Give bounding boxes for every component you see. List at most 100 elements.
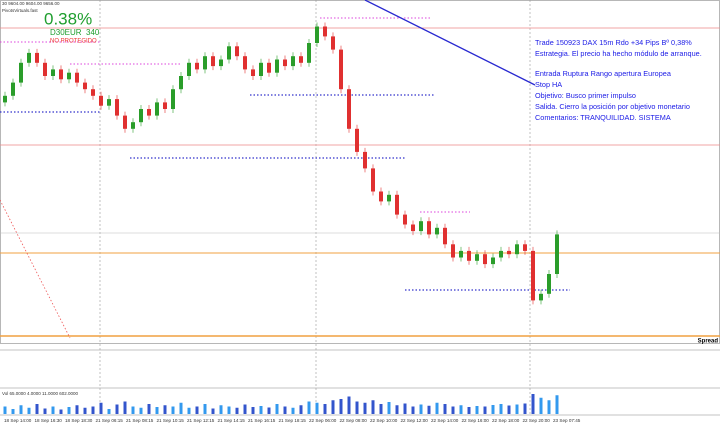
- volume-bar: [43, 408, 47, 414]
- candle: [315, 26, 319, 43]
- volume-bar: [411, 406, 415, 414]
- time-label: 22 Sep 18:00: [492, 418, 520, 423]
- time-label: 21 Sep 08:15: [126, 418, 154, 423]
- volume-bar: [243, 404, 247, 414]
- candle: [515, 244, 519, 255]
- volume-bar: [187, 407, 191, 414]
- candle: [483, 254, 487, 265]
- time-label: 21 Sep 14:15: [218, 418, 246, 423]
- note: Comentarios: TRANQUILIDAD. SISTEMA: [535, 113, 671, 122]
- volume-bar: [179, 402, 183, 414]
- candle: [83, 82, 87, 90]
- volume-bar: [35, 404, 39, 414]
- candle: [339, 49, 343, 90]
- candle: [179, 76, 183, 90]
- candle: [11, 82, 15, 96]
- candle: [211, 56, 215, 67]
- volume-header: Vol 65.0000 4.0000 11.0000 602.0000: [2, 391, 78, 396]
- candle: [227, 46, 231, 60]
- volume-bar: [3, 406, 7, 414]
- status: NO PROTEGIDO: [50, 39, 97, 45]
- session-lines: [99, 0, 531, 415]
- volume-bar: [147, 404, 151, 414]
- candle: [283, 59, 287, 67]
- volume-bar: [499, 404, 503, 414]
- candle: [427, 221, 431, 235]
- symbol: D30EUR: [50, 28, 82, 37]
- time-label: 21 Sep 12:15: [187, 418, 215, 423]
- time-label: 22 Sep 20:00: [523, 418, 551, 423]
- candle: [307, 43, 311, 63]
- volume-bar: [539, 397, 543, 414]
- time-label: 18 Sep 18:30: [65, 418, 93, 423]
- volume-bar: [427, 405, 431, 414]
- candle: [331, 36, 335, 50]
- volume-bar: [299, 405, 303, 414]
- candle: [75, 72, 79, 83]
- volume-bar: [155, 407, 159, 414]
- candle: [419, 221, 423, 232]
- candle: [195, 62, 199, 70]
- volume-bar: [475, 406, 479, 414]
- candle: [203, 56, 207, 70]
- volume-bar: [219, 405, 223, 414]
- candle: [243, 56, 247, 70]
- candle: [491, 257, 495, 265]
- volume-bar: [51, 406, 55, 414]
- candle: [35, 52, 39, 63]
- volume-bar: [107, 409, 111, 414]
- volume-bar: [267, 407, 271, 414]
- volume-bar: [283, 406, 287, 414]
- volume-bar: [419, 404, 423, 414]
- volume-bar: [123, 401, 127, 414]
- candle: [187, 62, 191, 76]
- candle: [291, 56, 295, 67]
- volume-bar: [347, 396, 351, 414]
- volume-bar: [363, 402, 367, 414]
- candle: [139, 109, 143, 123]
- candle: [59, 69, 63, 80]
- candle: [251, 69, 255, 76]
- candle: [435, 227, 439, 235]
- volume-bar: [339, 399, 343, 414]
- volume-bar: [403, 403, 407, 414]
- ohlc-header: 30 9604.00 9604.00 9656.00: [2, 1, 60, 6]
- volume-bar: [259, 406, 263, 414]
- candle: [267, 62, 271, 73]
- time-label: 21 Sep 06:15: [96, 418, 124, 423]
- candle: [299, 56, 303, 63]
- volume-bar: [99, 402, 103, 414]
- volume-bar: [331, 400, 335, 414]
- volume-bar: [451, 406, 455, 414]
- time-labels: 18 Sep 14:00 18 Sep 16:30 18 Sep 18:30 21 S…: [4, 418, 581, 423]
- candle: [147, 109, 151, 116]
- volume-bar: [371, 400, 375, 414]
- volume-bar: [195, 406, 199, 414]
- candle: [259, 62, 263, 76]
- volume-bar: [19, 405, 23, 414]
- points: 340: [86, 28, 100, 37]
- volume-bar: [91, 406, 95, 414]
- time-label: 21 Sep 18:15: [279, 418, 307, 423]
- volume-bar: [459, 405, 463, 414]
- candle: [531, 250, 535, 301]
- candle: [379, 191, 383, 202]
- candles: [3, 22, 559, 305]
- candle: [123, 115, 127, 129]
- candle: [323, 26, 327, 37]
- note: Estrategia. El precio ha hecho módulo de…: [535, 49, 702, 58]
- volume-bar: [235, 407, 239, 414]
- volume-bar: [435, 402, 439, 414]
- volume-bar: [59, 409, 63, 414]
- levels: [0, 0, 720, 339]
- volume-bar: [163, 405, 167, 414]
- time-label: 18 Sep 14:00: [4, 418, 32, 423]
- volume-bar: [75, 405, 79, 414]
- candle: [171, 89, 175, 109]
- volume-bar: [315, 402, 319, 414]
- volume-bar: [467, 407, 471, 414]
- notes: Trade 150923 DAX 15m Rdo +34 Pips Bº 0,3…: [535, 38, 702, 122]
- time-label: 18 Sep 16:30: [35, 418, 63, 423]
